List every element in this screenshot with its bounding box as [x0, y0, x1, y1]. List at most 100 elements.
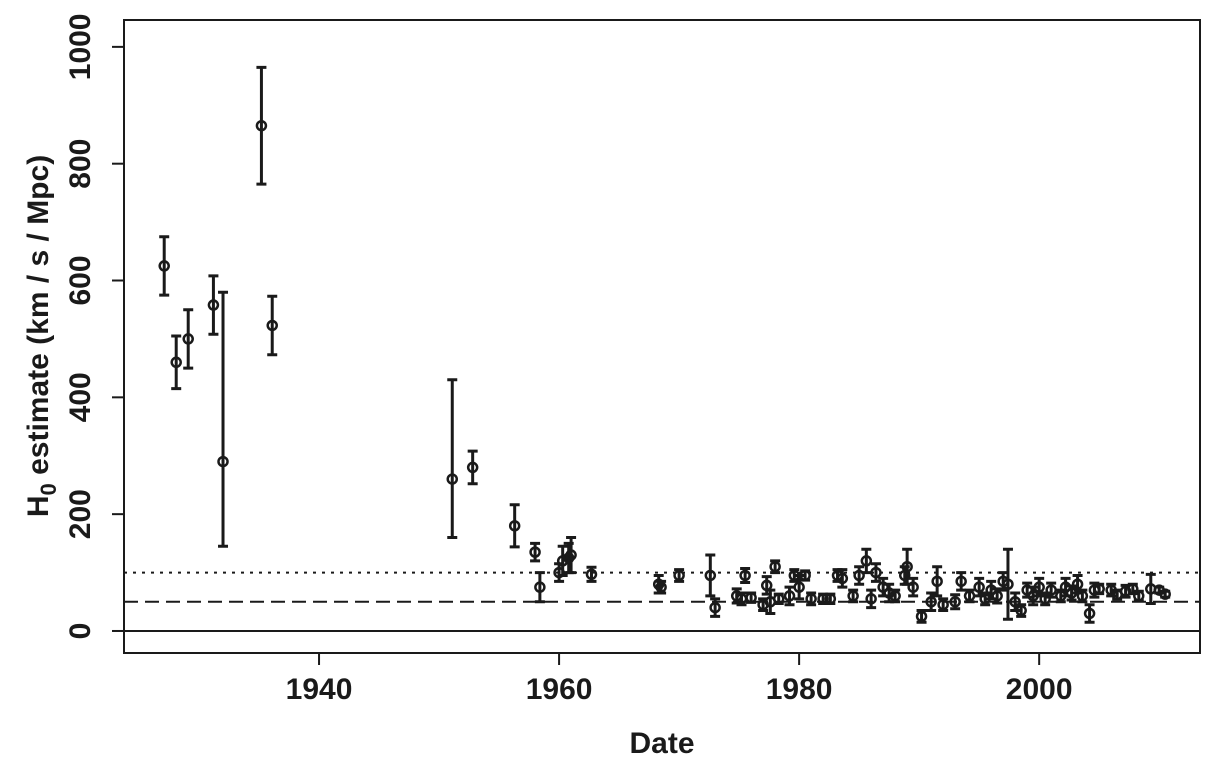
point [865, 593, 877, 605]
point [1127, 583, 1139, 595]
y-axis-label: H0 estimate (km / s / Mpc) [22, 155, 61, 517]
point [745, 591, 757, 604]
point [1002, 578, 1014, 591]
point [877, 581, 889, 593]
error-bar [854, 565, 865, 586]
point [907, 581, 919, 593]
error-bar [794, 573, 805, 601]
point [585, 568, 598, 581]
point [217, 455, 229, 468]
point [1021, 584, 1033, 596]
point [772, 593, 785, 605]
error-bar [705, 553, 716, 598]
point [207, 299, 220, 311]
y-label-rest: estimate (km / s / Mpc) [22, 155, 55, 483]
error-bar [1010, 591, 1021, 613]
y-label-sub: 0 [36, 483, 61, 495]
x-tick-label: 2000 [1006, 673, 1073, 706]
point [1093, 583, 1105, 595]
point [1009, 596, 1021, 608]
error-bar [534, 571, 545, 604]
point [158, 260, 170, 272]
error-bar [208, 274, 219, 336]
point [1083, 607, 1096, 620]
point [466, 461, 479, 474]
point [704, 569, 717, 582]
point [853, 569, 865, 582]
point [973, 581, 985, 593]
y-tick-label: 1000 [64, 13, 97, 80]
error-bar [784, 585, 795, 607]
point [817, 593, 829, 605]
point [1159, 588, 1171, 600]
x-tick-label: 1940 [286, 673, 353, 706]
y-tick-label: 400 [64, 372, 97, 422]
error-bar [1145, 572, 1156, 606]
point [709, 601, 721, 614]
point [255, 119, 268, 132]
point [901, 560, 913, 573]
plot-frame [123, 19, 1201, 654]
point [769, 560, 781, 573]
y-tick-label: 200 [64, 489, 97, 539]
error-bar [467, 449, 478, 486]
error-bar [956, 571, 967, 592]
point [805, 593, 817, 605]
point [937, 598, 949, 611]
error-bar [710, 597, 721, 618]
error-bar [870, 562, 881, 583]
point [1133, 590, 1145, 602]
point [889, 590, 901, 602]
point [963, 590, 976, 602]
error-bar [837, 568, 848, 589]
error-bar [932, 565, 943, 598]
point [955, 575, 967, 588]
point [883, 587, 895, 599]
error-bar [267, 294, 278, 357]
y-label-main: H [22, 496, 55, 518]
point [1015, 604, 1027, 617]
point [182, 333, 194, 345]
point [783, 590, 796, 602]
error-bar [171, 334, 182, 391]
point [508, 520, 521, 532]
point [529, 546, 541, 558]
point [1076, 590, 1089, 602]
point [860, 555, 873, 567]
point [446, 473, 459, 485]
error-bar [1084, 603, 1095, 624]
point [847, 590, 859, 602]
error-bar [1028, 585, 1039, 607]
error-bar [908, 576, 919, 598]
point [824, 593, 837, 605]
point [870, 566, 882, 579]
point [565, 549, 577, 561]
point [170, 356, 182, 369]
point [739, 569, 751, 582]
point [793, 581, 805, 593]
error-bar [926, 591, 937, 613]
point [534, 581, 546, 593]
y-tick-label: 600 [64, 255, 97, 305]
y-tick-label: 0 [64, 623, 97, 640]
x-tick-label: 1960 [526, 673, 593, 706]
point [1033, 581, 1045, 593]
point [556, 555, 569, 567]
error-bar [183, 308, 194, 370]
error-bar [557, 544, 568, 577]
point [673, 569, 685, 582]
error-bar [447, 378, 458, 540]
error-bar [256, 65, 267, 186]
error-bar [866, 588, 877, 610]
point [655, 581, 667, 593]
error-bar [530, 541, 541, 563]
point [266, 319, 278, 332]
y-tick-label: 800 [64, 139, 97, 189]
point [1039, 593, 1051, 605]
error-bar [765, 588, 776, 615]
error-bar [159, 235, 170, 297]
error-bar [218, 290, 229, 548]
point [949, 596, 961, 608]
error-bar [509, 503, 520, 549]
